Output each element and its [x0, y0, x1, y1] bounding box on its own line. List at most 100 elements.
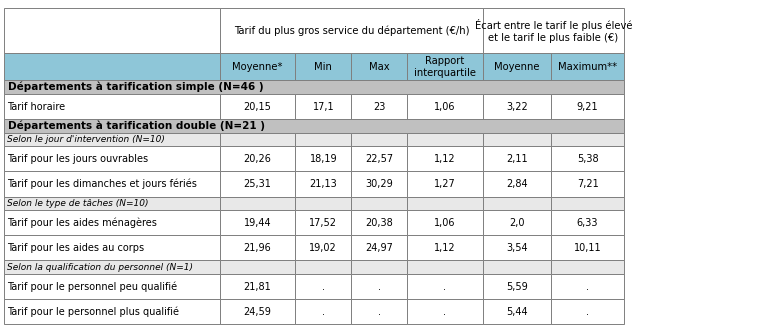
Bar: [4, 235, 220, 260]
Text: 6,33: 6,33: [577, 218, 598, 228]
Text: 17,1: 17,1: [312, 101, 334, 112]
Bar: [483, 8, 624, 53]
Text: 19,44: 19,44: [244, 218, 272, 228]
Text: 20,15: 20,15: [244, 101, 272, 112]
Text: Moyenne*: Moyenne*: [233, 62, 283, 72]
Text: 1,06: 1,06: [435, 218, 456, 228]
Text: 2,84: 2,84: [507, 179, 528, 189]
Bar: [352, 274, 407, 299]
Bar: [295, 171, 352, 197]
Text: 21,13: 21,13: [309, 179, 337, 189]
Text: 30,29: 30,29: [365, 179, 393, 189]
Text: 5,59: 5,59: [506, 282, 528, 292]
Text: .: .: [443, 307, 446, 317]
Text: 25,31: 25,31: [244, 179, 272, 189]
Bar: [4, 171, 220, 197]
Bar: [483, 197, 551, 210]
Text: 17,52: 17,52: [309, 218, 337, 228]
Bar: [483, 146, 551, 171]
Text: 9,21: 9,21: [577, 101, 598, 112]
Text: .: .: [322, 282, 325, 292]
Text: 20,26: 20,26: [244, 154, 272, 164]
Bar: [551, 235, 624, 260]
Bar: [352, 299, 407, 324]
Bar: [352, 146, 407, 171]
Bar: [220, 53, 295, 80]
Bar: [483, 210, 551, 235]
Text: .: .: [443, 282, 446, 292]
Bar: [551, 133, 624, 146]
Bar: [4, 146, 220, 171]
Bar: [551, 53, 624, 80]
Bar: [483, 133, 551, 146]
Bar: [483, 274, 551, 299]
Text: Tarif pour le personnel peu qualifié: Tarif pour le personnel peu qualifié: [7, 281, 177, 292]
Text: 10,11: 10,11: [574, 243, 601, 253]
Text: Tarif pour les aides au corps: Tarif pour les aides au corps: [7, 243, 144, 253]
Bar: [295, 274, 352, 299]
Text: 7,21: 7,21: [577, 179, 598, 189]
Text: Départements à tarification simple (N=46 ): Départements à tarification simple (N=46…: [8, 82, 263, 92]
Text: 24,59: 24,59: [244, 307, 272, 317]
Bar: [551, 260, 624, 274]
Text: 5,38: 5,38: [577, 154, 598, 164]
Bar: [220, 94, 295, 119]
Text: Max: Max: [369, 62, 389, 72]
Text: 1,27: 1,27: [434, 179, 456, 189]
Bar: [4, 94, 220, 119]
Text: Tarif pour les jours ouvrables: Tarif pour les jours ouvrables: [7, 154, 148, 164]
Bar: [4, 133, 220, 146]
Bar: [352, 210, 407, 235]
Bar: [295, 299, 352, 324]
Text: 2,0: 2,0: [509, 218, 525, 228]
Text: Min: Min: [314, 62, 332, 72]
Bar: [220, 235, 295, 260]
Text: 1,12: 1,12: [435, 243, 456, 253]
Bar: [483, 94, 551, 119]
Text: Départements à tarification double (N=21 ): Départements à tarification double (N=21…: [8, 121, 265, 131]
Bar: [295, 53, 352, 80]
Text: Tarif horaire: Tarif horaire: [7, 101, 65, 112]
Bar: [220, 274, 295, 299]
Bar: [220, 197, 295, 210]
Text: 1,12: 1,12: [435, 154, 456, 164]
Text: .: .: [377, 307, 381, 317]
Bar: [220, 133, 295, 146]
Text: 21,96: 21,96: [244, 243, 272, 253]
Bar: [407, 235, 483, 260]
Text: 18,19: 18,19: [309, 154, 337, 164]
Text: 22,57: 22,57: [365, 154, 393, 164]
Bar: [220, 299, 295, 324]
Text: 3,22: 3,22: [506, 101, 528, 112]
Text: 24,97: 24,97: [365, 243, 393, 253]
Bar: [407, 133, 483, 146]
Bar: [551, 94, 624, 119]
Bar: [352, 260, 407, 274]
Bar: [295, 197, 352, 210]
Bar: [483, 53, 551, 80]
Text: 23: 23: [373, 101, 385, 112]
Bar: [551, 171, 624, 197]
Text: .: .: [377, 282, 381, 292]
Text: 5,44: 5,44: [507, 307, 528, 317]
Text: Selon la qualification du personnel (N=1): Selon la qualification du personnel (N=1…: [7, 263, 193, 272]
Bar: [352, 197, 407, 210]
Bar: [407, 274, 483, 299]
Bar: [4, 8, 220, 53]
Bar: [551, 197, 624, 210]
Bar: [483, 171, 551, 197]
Bar: [483, 260, 551, 274]
Bar: [4, 260, 220, 274]
Bar: [407, 53, 483, 80]
Text: 19,02: 19,02: [309, 243, 337, 253]
Text: Tarif pour les aides ménagères: Tarif pour les aides ménagères: [7, 217, 157, 228]
Bar: [4, 210, 220, 235]
Text: Tarif du plus gros service du département (€/h): Tarif du plus gros service du départemen…: [233, 26, 469, 36]
Text: Tarif pour le personnel plus qualifié: Tarif pour le personnel plus qualifié: [7, 306, 179, 317]
Text: 2,11: 2,11: [507, 154, 528, 164]
Bar: [551, 274, 624, 299]
Bar: [220, 171, 295, 197]
Bar: [483, 235, 551, 260]
Bar: [295, 235, 352, 260]
Bar: [407, 197, 483, 210]
